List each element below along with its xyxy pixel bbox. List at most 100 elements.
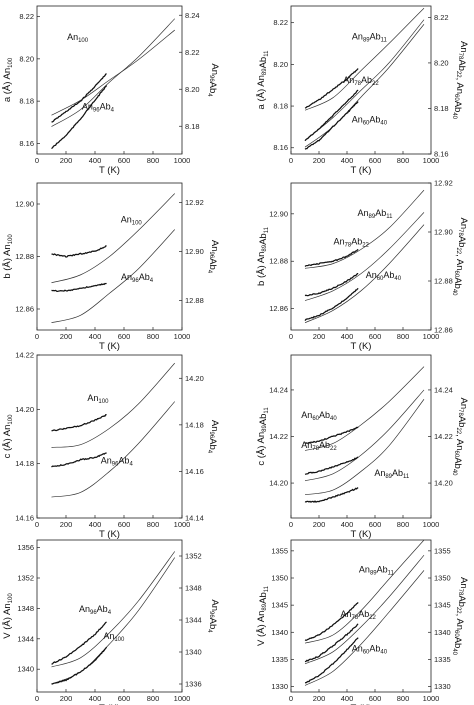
y-right-tick-label: 8.22 <box>185 48 200 57</box>
y-left-axis-title: b (Å) An89Ab11 <box>256 226 270 286</box>
an96ab4-data-line <box>51 452 107 468</box>
y-left-tick-label: 1335 <box>271 655 288 664</box>
x-tick-label: 200 <box>313 694 326 703</box>
panel-l4: 0 200 400 600 800 1000 T (K) 1340 1344 1348 1352 13… <box>2 539 220 705</box>
panel-l2: 0 200 400 600 800 1000 T (K) 12.86 12.88 12.90 12.… <box>2 182 220 352</box>
y-right-tick-label: 8.24 <box>185 11 200 20</box>
y-left-tick-label: 8.20 <box>273 60 288 69</box>
y-right-tick-label: 12.90 <box>434 228 453 237</box>
x-tick-label: 0 <box>35 156 39 165</box>
y-right-axis-title: An78Ab22, An60Ab40 <box>451 577 469 656</box>
panel-r3: 0 200 400 600 800 1000 T (K) 14.20 14.22 14.24 14.… <box>256 354 469 540</box>
y-right-tick-label: 8.20 <box>185 85 200 94</box>
panel-l3: 0 200 400 600 800 1000 T (K) 14.16 14.18 14.20 14.… <box>2 351 220 541</box>
y-left-tick-label: 1340 <box>271 628 288 637</box>
an100-fit-line <box>51 193 175 284</box>
series-annotation: An78Ab22 <box>343 75 379 87</box>
y-left-tick-label: 1344 <box>17 634 34 643</box>
y-right-tick-label: 1344 <box>185 616 202 625</box>
x-tick-label: 200 <box>313 332 326 341</box>
x-tick-label: 0 <box>289 520 293 529</box>
an60ab40-fit-line <box>304 224 425 323</box>
y-right-tick-label: 1330 <box>434 682 451 691</box>
an89ab11-fit-line <box>304 7 425 111</box>
y-left-tick-label: 8.16 <box>273 143 288 152</box>
panel-r4: 0 200 400 600 800 1000 T (K) 1330 1335 1340 1345 13… <box>256 539 469 705</box>
x-tick-label: 400 <box>89 694 102 703</box>
y-left-tick-label: 14.20 <box>15 405 34 414</box>
y-left-tick-label: 14.18 <box>15 459 34 468</box>
an78ab22-fit-line <box>304 389 425 482</box>
y-right-tick-label: 14.20 <box>434 479 453 488</box>
y-left-tick-label: 8.18 <box>19 97 34 106</box>
y-right-tick-label: 12.88 <box>434 277 453 286</box>
x-axis-title: T (K) <box>99 529 120 540</box>
panel-r1: 0 200 400 600 800 1000 T (K) 8.16 8.18 8.20 8.22 8.… <box>256 5 469 176</box>
x-tick-label: 600 <box>369 520 382 529</box>
y-right-tick-label: 1345 <box>434 601 451 610</box>
x-axis-title: T (K) <box>351 341 372 352</box>
an96ab4-data-line <box>51 85 108 150</box>
y-left-axis-title: V (Å) An89Ab11 <box>256 585 270 646</box>
y-right-tick-label: 8.18 <box>185 122 200 131</box>
y-right-tick-label: 1335 <box>434 655 451 664</box>
series-annotation: An100 <box>87 393 109 405</box>
x-tick-label: 800 <box>147 520 160 529</box>
x-tick-label: 0 <box>35 332 39 341</box>
x-axis-title: T (K) <box>351 165 372 176</box>
an78ab22-data-line <box>304 273 359 297</box>
an60ab40-fit-line <box>304 23 425 148</box>
series-annotation: An60Ab40 <box>352 115 388 127</box>
series-annotation: An78Ab22 <box>340 609 376 621</box>
an78ab22-fit-line <box>304 19 425 141</box>
y-right-axis-title: An96Ab4 <box>206 420 220 454</box>
an89ab11-data-line <box>304 487 359 503</box>
y-left-tick-label: 14.22 <box>269 432 288 441</box>
y-left-tick-label: 14.20 <box>269 479 288 488</box>
series-annotation: An78Ab22 <box>333 237 369 249</box>
an60ab40-data-line <box>304 287 359 322</box>
x-tick-label: 1000 <box>423 694 440 703</box>
y-left-tick-label: 12.86 <box>269 304 288 313</box>
series-annotation: An89Ab11 <box>374 468 410 480</box>
y-left-axis-title: a (Å) An89Ab11 <box>256 50 270 110</box>
y-right-tick-label: 8.20 <box>434 58 449 67</box>
an89ab11-data-line <box>304 68 359 109</box>
y-right-tick-label: 8.22 <box>434 13 449 22</box>
panel-r2: 0 200 400 600 800 1000 T (K) 12.86 12.88 12.90 12.… <box>256 179 469 353</box>
y-left-tick-label: 8.18 <box>273 102 288 111</box>
an89ab11-fit-line <box>304 399 425 496</box>
y-right-tick-label: 1340 <box>434 628 451 637</box>
x-tick-label: 400 <box>89 332 102 341</box>
y-left-tick-label: 1348 <box>17 604 34 613</box>
y-right-tick-label: 1340 <box>185 648 202 657</box>
x-tick-label: 600 <box>369 694 382 703</box>
series-annotation: An89Ab11 <box>359 565 395 577</box>
x-tick-label: 600 <box>118 520 131 529</box>
y-right-tick-label: 14.18 <box>185 420 204 429</box>
y-left-tick-label: 8.22 <box>273 18 288 27</box>
x-tick-label: 600 <box>369 156 382 165</box>
an100-data-line <box>51 73 107 123</box>
an89ab11-data-line <box>304 602 359 642</box>
an100-fit-line <box>51 362 176 448</box>
an78ab22-data-line <box>304 456 359 475</box>
y-right-tick-label: 1350 <box>434 574 451 583</box>
plot-frame <box>36 5 183 155</box>
y-right-axis-title: An78Ab22, An60Ab40 <box>451 41 469 120</box>
y-left-tick-label: 1345 <box>271 601 288 610</box>
x-tick-label: 0 <box>35 520 39 529</box>
an100-data-line <box>51 414 107 432</box>
an60ab40-fit-line <box>304 570 425 686</box>
plot-frame <box>36 354 183 519</box>
y-left-tick-label: 14.16 <box>15 514 34 523</box>
series-annotation: An100 <box>67 32 89 44</box>
y-right-tick-label: 8.18 <box>434 104 449 113</box>
plot-frame <box>36 539 183 693</box>
an96ab4-data-line <box>51 646 108 685</box>
y-right-tick-label: 1336 <box>185 680 202 689</box>
y-left-tick-label: 1340 <box>17 665 34 674</box>
y-left-tick-label: 14.24 <box>269 385 288 394</box>
y-left-tick-label: 1355 <box>271 546 288 555</box>
y-left-tick-label: 1330 <box>271 682 288 691</box>
